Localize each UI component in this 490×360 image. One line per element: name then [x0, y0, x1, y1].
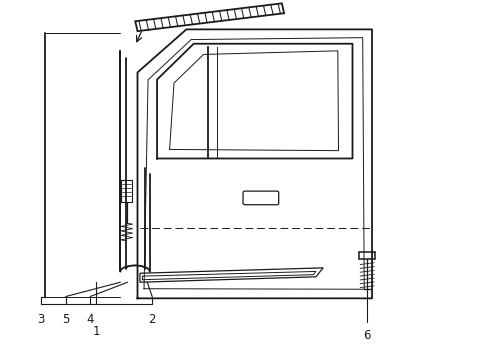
Polygon shape: [135, 3, 284, 31]
Polygon shape: [140, 268, 323, 282]
Text: 5: 5: [62, 313, 70, 327]
FancyBboxPatch shape: [243, 191, 279, 205]
Text: 6: 6: [364, 329, 371, 342]
Text: 2: 2: [148, 313, 156, 327]
Text: 1: 1: [92, 325, 100, 338]
Text: 3: 3: [38, 313, 45, 327]
Text: 4: 4: [86, 313, 94, 327]
Bar: [122, 180, 132, 202]
